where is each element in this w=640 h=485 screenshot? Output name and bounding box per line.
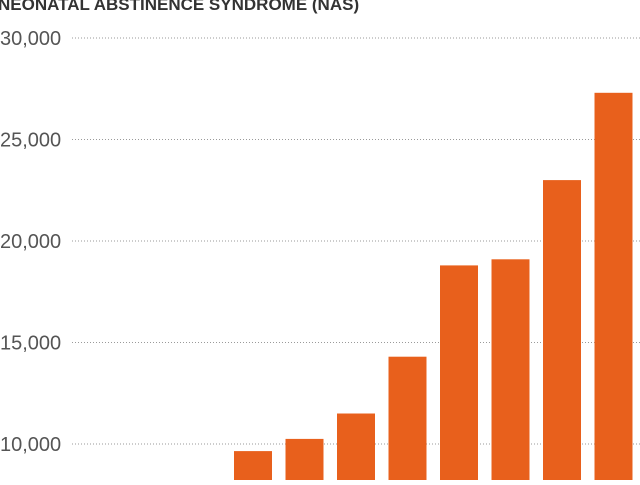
bar xyxy=(594,92,633,481)
y-tick-label: 30,000 xyxy=(0,28,61,50)
y-tick-label: 15,000 xyxy=(0,333,61,355)
y-tick-label: 25,000 xyxy=(0,130,61,152)
bar xyxy=(440,265,478,480)
y-axis-tick-labels: 10,000 15,000 20,000 25,000 30,000 xyxy=(0,28,61,456)
bar xyxy=(234,451,272,480)
bar xyxy=(388,356,427,480)
y-tick-label: 20,000 xyxy=(0,231,61,253)
bar xyxy=(491,259,530,480)
bar xyxy=(285,438,324,480)
bars xyxy=(234,92,633,481)
y-tick-label: 10,000 xyxy=(0,434,61,456)
bar xyxy=(337,413,375,480)
bar xyxy=(543,180,581,480)
chart-title: NEONATAL ABSTINENCE SYNDROME (NAS) xyxy=(0,0,359,14)
